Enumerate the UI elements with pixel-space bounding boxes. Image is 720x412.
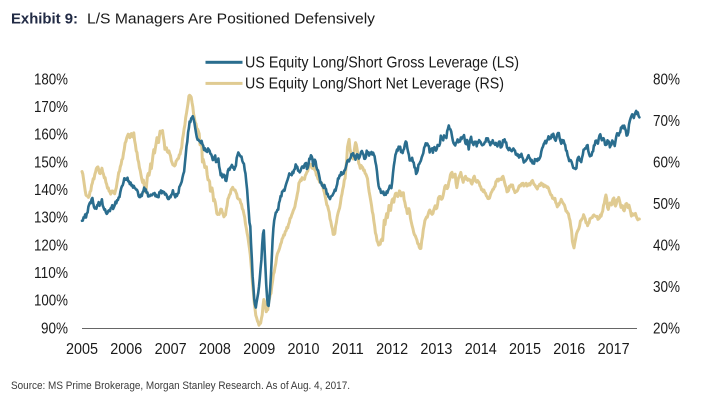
svg-text:20%: 20%: [653, 320, 680, 337]
svg-text:110%: 110%: [34, 265, 68, 282]
svg-text:2010: 2010: [288, 341, 320, 358]
svg-text:100%: 100%: [34, 293, 68, 310]
svg-text:140%: 140%: [34, 182, 68, 199]
svg-text:2015: 2015: [509, 341, 541, 358]
svg-text:160%: 160%: [34, 127, 68, 144]
svg-text:L/S Managers Are Positioned De: L/S Managers Are Positioned Defensively: [87, 10, 376, 27]
svg-text:2008: 2008: [199, 341, 231, 358]
svg-text:120%: 120%: [34, 237, 68, 254]
svg-text:2014: 2014: [465, 341, 497, 358]
svg-text:2011: 2011: [332, 341, 364, 358]
svg-text:40%: 40%: [653, 237, 680, 254]
svg-text:Source: MS Prime Brokerage, Mo: Source: MS Prime Brokerage, Morgan Stanl…: [11, 380, 350, 392]
svg-text:90%: 90%: [41, 320, 68, 337]
svg-text:2017: 2017: [598, 341, 630, 358]
svg-text:170%: 170%: [34, 99, 68, 116]
svg-text:2012: 2012: [376, 341, 408, 358]
svg-text:US Equity Long/Short Gross Lev: US Equity Long/Short Gross Leverage (LS): [245, 55, 519, 72]
svg-text:180%: 180%: [34, 71, 68, 88]
svg-text:2007: 2007: [155, 341, 187, 358]
svg-text:80%: 80%: [653, 71, 680, 88]
svg-text:30%: 30%: [653, 279, 680, 296]
svg-text:Exhibit 9:: Exhibit 9:: [11, 10, 78, 27]
svg-text:2009: 2009: [243, 341, 275, 358]
svg-text:70%: 70%: [653, 113, 680, 130]
svg-text:50%: 50%: [653, 196, 680, 213]
svg-text:130%: 130%: [34, 210, 68, 227]
svg-text:2013: 2013: [420, 341, 452, 358]
svg-text:2016: 2016: [553, 341, 585, 358]
svg-text:2005: 2005: [66, 341, 98, 358]
svg-text:150%: 150%: [34, 154, 68, 171]
svg-text:60%: 60%: [653, 154, 680, 171]
svg-text:2006: 2006: [110, 341, 142, 358]
svg-text:US Equity Long/Short Net Lever: US Equity Long/Short Net Leverage (RS): [245, 76, 504, 93]
